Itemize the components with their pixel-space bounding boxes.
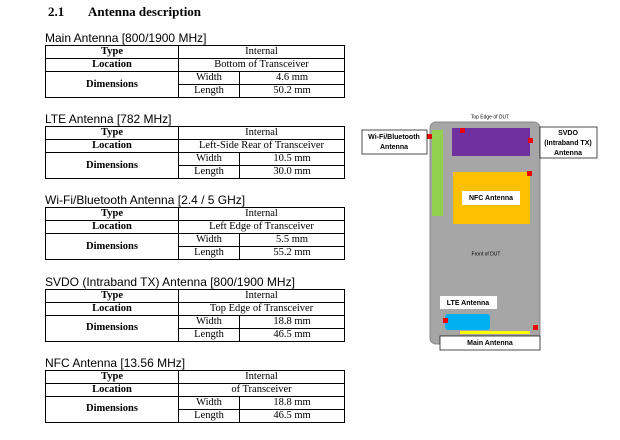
- wifi-antenna: [432, 130, 443, 216]
- antenna-table: Type Internal Location Bottom of Transceive…: [45, 45, 345, 98]
- front-label: Front of DUT: [472, 251, 501, 257]
- lte-label: LTE Antenna: [447, 300, 489, 307]
- svdo-label: (Intraband TX): [544, 140, 591, 147]
- marker: [443, 318, 448, 323]
- cell: Dimensions: [45, 395, 179, 423]
- wifi-label: Wi-Fi/Bluetooth: [368, 134, 420, 141]
- antenna-title: Wi-Fi/Bluetooth Antenna [2.4 / 5 GHz]: [45, 193, 246, 208]
- cell: Dimensions: [45, 152, 179, 180]
- label-box: [462, 191, 520, 205]
- table-row: Dimensions Width 4.6 mm: [45, 71, 345, 98]
- cell: 18.8 mm: [239, 314, 345, 329]
- antenna-table: Type Internal Location Left-Side Rear of Tr…: [45, 126, 345, 180]
- table-row: Length 50.2 mm: [46, 84, 345, 98]
- label-box: [361, 129, 428, 155]
- top-edge-label: Top Edge of DUT: [471, 114, 509, 120]
- antenna-title: NFC Antenna [13.56 MHz]: [45, 355, 186, 370]
- cell: 50.2 mm: [239, 84, 345, 98]
- main-label: Main Antenna: [467, 340, 513, 347]
- table-row: Dimensions Width 5.5 mm: [45, 233, 345, 261]
- table-row: Length 46.5 mm: [46, 327, 345, 342]
- antenna-table: Type Internal Location Left Edge of Transce…: [45, 207, 345, 261]
- table-row: Location Left Edge of Transceiver: [45, 220, 345, 235]
- wifi-label: Antenna: [380, 144, 408, 151]
- cell: 55.2 mm: [239, 246, 345, 261]
- table-row: Length 30.0 mm: [46, 165, 345, 180]
- antenna-block: NFC Antenna [13.56 MHz] Type Internal Locat…: [45, 356, 345, 423]
- antenna-block: SVDO (Intraband TX) Antenna [800/1900 MH…: [45, 275, 345, 342]
- marker: [533, 325, 538, 330]
- table-row: Dimensions Width 18.8 mm: [45, 314, 345, 342]
- cell: Dimensions: [45, 233, 179, 261]
- antenna-title: Main Antenna [800/1900 MHz]: [45, 31, 207, 45]
- lte-antenna: [445, 314, 490, 330]
- marker: [427, 134, 432, 139]
- label-box: [440, 296, 497, 309]
- cell: Dimensions: [45, 314, 179, 342]
- antenna-title: SVDO (Intraband TX) Antenna [800/1900 MH…: [45, 274, 295, 289]
- antenna-table: Type Internal Location of Transceiver Dimens…: [45, 369, 345, 423]
- svdo-label: SVDO: [558, 130, 578, 137]
- cell: 46.5 mm: [239, 327, 345, 342]
- cell: 30.0 mm: [239, 165, 345, 180]
- antenna-block: Wi-Fi/Bluetooth Antenna [2.4 / 5 GHz] Typ…: [45, 193, 345, 261]
- table-row: Type Internal: [45, 45, 345, 59]
- antenna-block: LTE Antenna [782 MHz] Type Internal Locatio…: [45, 112, 345, 180]
- label-box: [539, 126, 598, 159]
- label-box: [439, 335, 541, 351]
- table-row: Length 46.5 mm: [46, 408, 345, 423]
- antenna-title: LTE Antenna [782 MHz]: [45, 112, 172, 127]
- table-row: Type Internal: [45, 207, 345, 222]
- marker: [460, 128, 465, 133]
- antenna-table: Type Internal Location Top Edge of Transcei…: [45, 288, 345, 342]
- marker: [528, 138, 533, 143]
- cell: 46.5 mm: [239, 408, 345, 423]
- main-antenna: [460, 331, 530, 334]
- nfc-label: NFC Antenna: [469, 195, 513, 202]
- table-row: Location Left-Side Rear of Transceiver: [45, 139, 345, 154]
- section-number: 2.1: [48, 4, 65, 19]
- table-row: Length 55.2 mm: [46, 246, 345, 261]
- svdo-label: Antenna: [554, 150, 582, 157]
- antenna-block: Main Antenna [800/1900 MHz] Type Internal L…: [45, 31, 345, 98]
- marker: [527, 171, 532, 176]
- table-row: Location Top Edge of Transceiver: [45, 301, 345, 316]
- section-title: Antenna description: [88, 4, 202, 19]
- cell: Dimensions: [45, 71, 179, 98]
- table-row: Dimensions Width 18.8 mm: [45, 395, 345, 423]
